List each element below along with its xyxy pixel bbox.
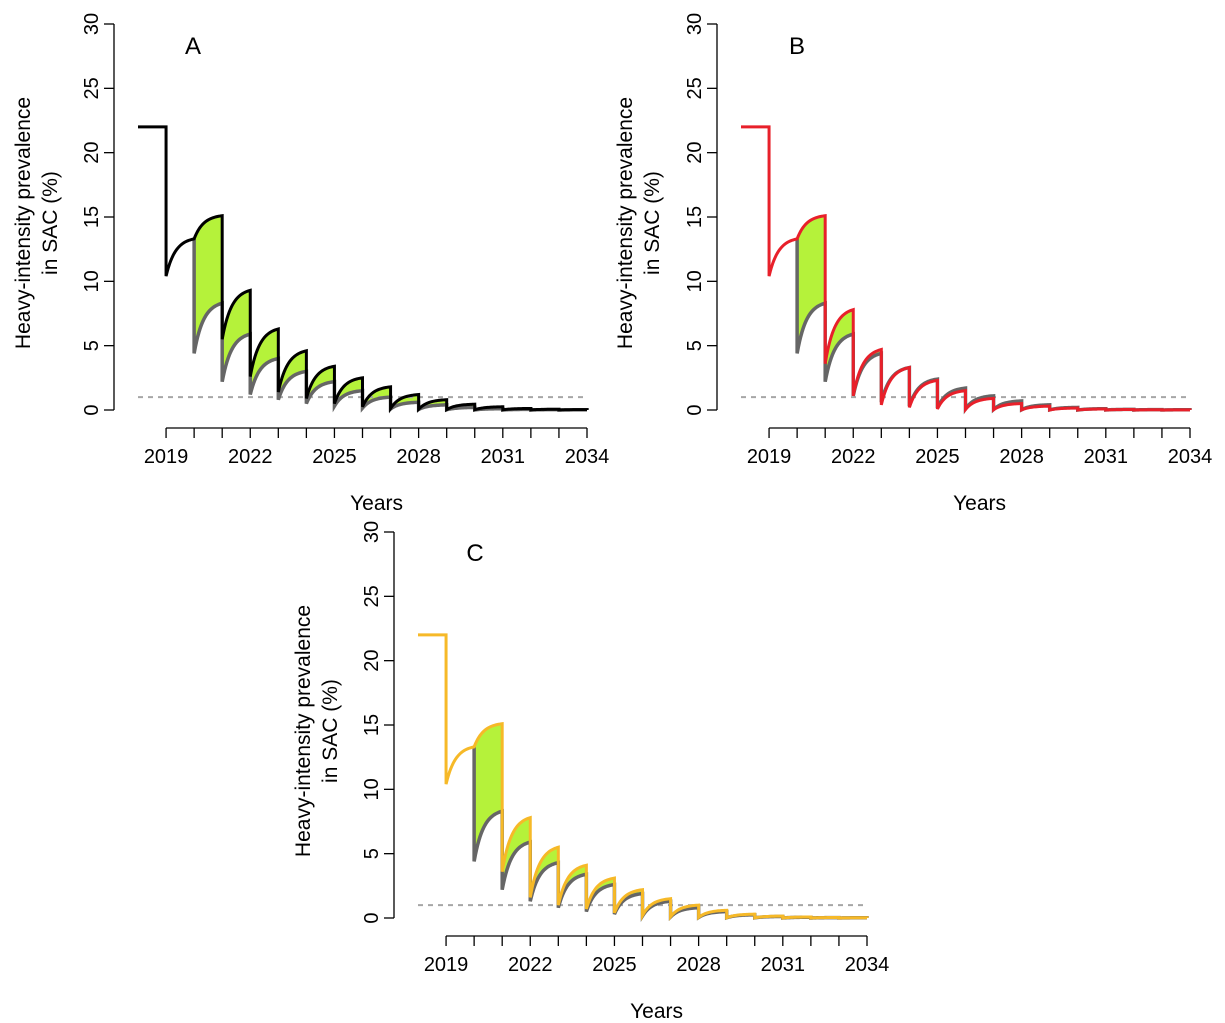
x-tick-label: 2028	[676, 954, 721, 976]
series-line-main	[741, 125, 1192, 414]
series-line-baseline	[472, 746, 869, 923]
x-tick-label: 2025	[592, 954, 637, 976]
x-tick-label: 2019	[424, 954, 469, 976]
y-tick-label: 0	[81, 404, 103, 415]
y-axis-title-line-1: Heavy-intensity prevalence	[12, 97, 35, 349]
x-tick-label: 2022	[508, 954, 553, 976]
y-tick-label: 30	[81, 13, 103, 35]
x-axis-title: Years	[630, 1000, 683, 1023]
x-tick-label: 2019	[144, 446, 189, 468]
x-tick-label: 2031	[761, 954, 806, 976]
series-line-baseline	[192, 238, 589, 413]
y-tick-label: 15	[81, 206, 103, 228]
y-tick-label: 30	[684, 13, 706, 35]
y-tick-label: 10	[81, 270, 103, 292]
y-tick-label: 5	[361, 848, 383, 859]
x-axis-title: Years	[953, 492, 1006, 515]
x-tick-label: 2019	[747, 446, 792, 468]
shaded-gap-2020	[797, 215, 826, 354]
x-tick-label: 2022	[831, 446, 876, 468]
y-tick-label: 0	[684, 404, 706, 415]
y-tick-label: 30	[361, 521, 383, 543]
y-axis-title-line-2: in SAC (%)	[39, 171, 62, 275]
shaded-gap-2021	[502, 817, 531, 890]
shaded-gap-2022	[530, 847, 559, 902]
y-tick-label: 20	[81, 142, 103, 164]
x-tick-label: 2028	[999, 446, 1044, 468]
x-tick-label: 2025	[312, 446, 357, 468]
y-axis-title-line-1: Heavy-intensity prevalence	[292, 605, 315, 857]
y-tick-label: 10	[684, 270, 706, 292]
y-tick-label: 0	[361, 912, 383, 923]
x-tick-label: 2034	[565, 446, 610, 468]
shaded-gap-2022	[250, 328, 279, 395]
x-tick-label: 2034	[1168, 446, 1213, 468]
x-tick-label: 2031	[1084, 446, 1129, 468]
x-tick-label: 2025	[915, 446, 960, 468]
y-tick-label: 25	[684, 77, 706, 99]
x-tick-label: 2034	[845, 954, 890, 976]
x-tick-label: 2031	[481, 446, 526, 468]
shaded-gap-2021	[825, 309, 854, 382]
y-tick-label: 20	[361, 650, 383, 672]
y-tick-label: 25	[81, 77, 103, 99]
y-tick-label: 5	[81, 340, 103, 351]
y-tick-label: 15	[361, 714, 383, 736]
x-tick-label: 2022	[228, 446, 273, 468]
y-tick-label: 10	[361, 778, 383, 800]
x-axis-title: Years	[350, 492, 403, 515]
panel-label: C	[466, 540, 483, 567]
x-tick-label: 2028	[396, 446, 441, 468]
y-axis-title-line-2: in SAC (%)	[641, 171, 664, 275]
y-tick-label: 5	[684, 340, 706, 351]
y-axis-title-line-1: Heavy-intensity prevalence	[614, 97, 637, 349]
shaded-gap-2020	[474, 723, 503, 862]
panel-label: B	[789, 33, 805, 60]
y-tick-label: 15	[684, 206, 706, 228]
y-tick-label: 25	[361, 585, 383, 607]
panel-label: A	[185, 33, 201, 60]
y-axis-title-line-2: in SAC (%)	[319, 679, 342, 783]
shaded-gap-2020	[194, 215, 223, 354]
series-line-main	[418, 633, 869, 922]
series-line-main	[138, 125, 589, 414]
y-tick-label: 20	[684, 142, 706, 164]
